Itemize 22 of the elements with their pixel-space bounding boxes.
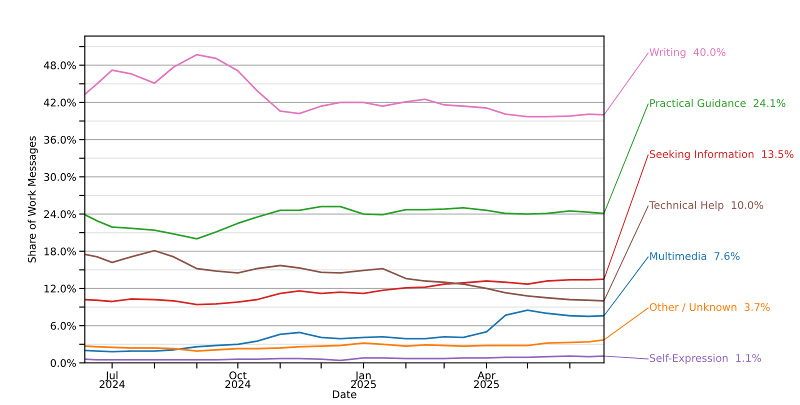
y-tick-label: 24.0% (44, 210, 76, 218)
y-axis-title: Share of Work Messages (28, 136, 38, 263)
y-tick-label: 18.0% (44, 247, 76, 256)
y-tick-label: 42.0% (44, 98, 76, 107)
text: Writing 40.0% (650, 48, 726, 58)
y-tick-label: 36.0% (44, 136, 76, 144)
y-tick-label: 48.0% (44, 61, 76, 70)
y-tick-label: 30.0% (44, 173, 76, 181)
text: Seeking Information 13.5% (650, 150, 794, 160)
y-tick-label: 12.0% (44, 284, 76, 293)
text: Self-Expression 1.1% (650, 354, 761, 364)
y-tick-label: 6.0% (50, 322, 76, 330)
x-tick-label: Apr 2025 (474, 372, 499, 388)
x-tick-label: Jan 2025 (351, 372, 376, 388)
text: Technical Help 10.0% (649, 200, 764, 212)
x-tick-label: Oct 2024 (225, 371, 250, 388)
x-axis-title: Date (332, 390, 356, 398)
y-tick-label: 0.0% (50, 359, 76, 367)
text: Multimedia 7.6% (650, 252, 740, 260)
text: Practical Guidance 24.1% (650, 98, 786, 108)
x-tick-label: Jul 2024 (100, 371, 125, 388)
text: Other / Unknown 3.7% (650, 302, 770, 312)
